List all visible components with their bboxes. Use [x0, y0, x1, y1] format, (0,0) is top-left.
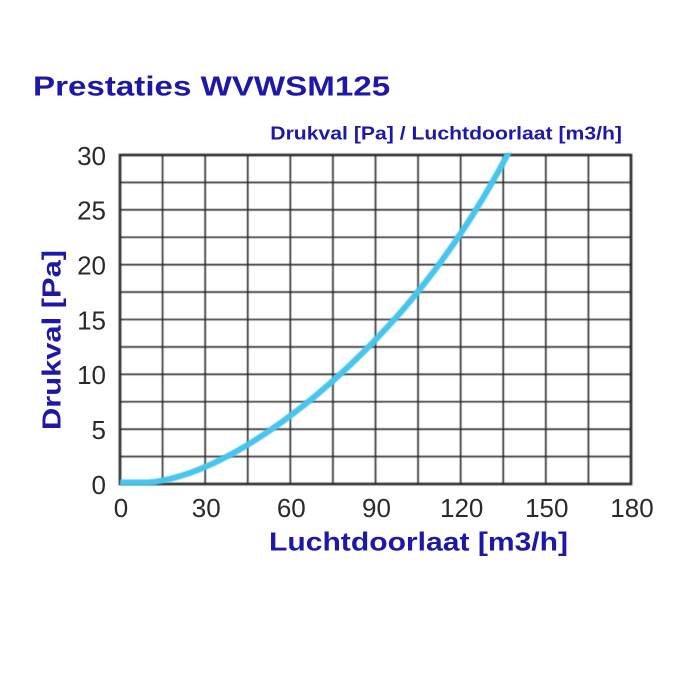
svg-text:10: 10	[77, 360, 106, 390]
svg-text:Drukval [Pa]: Drukval [Pa]	[37, 250, 66, 430]
svg-text:30: 30	[77, 141, 106, 171]
svg-text:0: 0	[92, 470, 106, 500]
svg-text:150: 150	[525, 493, 568, 523]
svg-text:30: 30	[192, 493, 221, 523]
svg-text:20: 20	[77, 251, 106, 281]
svg-text:60: 60	[277, 493, 306, 523]
svg-text:15: 15	[77, 305, 106, 335]
svg-text:Prestaties WVWSM125: Prestaties WVWSM125	[33, 71, 390, 102]
svg-text:Luchtdoorlaat [m3/h]: Luchtdoorlaat [m3/h]	[269, 528, 568, 556]
svg-text:180: 180	[610, 493, 653, 523]
svg-text:90: 90	[362, 493, 391, 523]
svg-text:5: 5	[92, 415, 106, 445]
svg-text:0: 0	[114, 493, 128, 523]
svg-text:Drukval [Pa] / Luchtdoorlaat [: Drukval [Pa] / Luchtdoorlaat [m3/h]	[270, 124, 622, 144]
svg-text:120: 120	[440, 493, 483, 523]
svg-text:25: 25	[77, 196, 106, 226]
